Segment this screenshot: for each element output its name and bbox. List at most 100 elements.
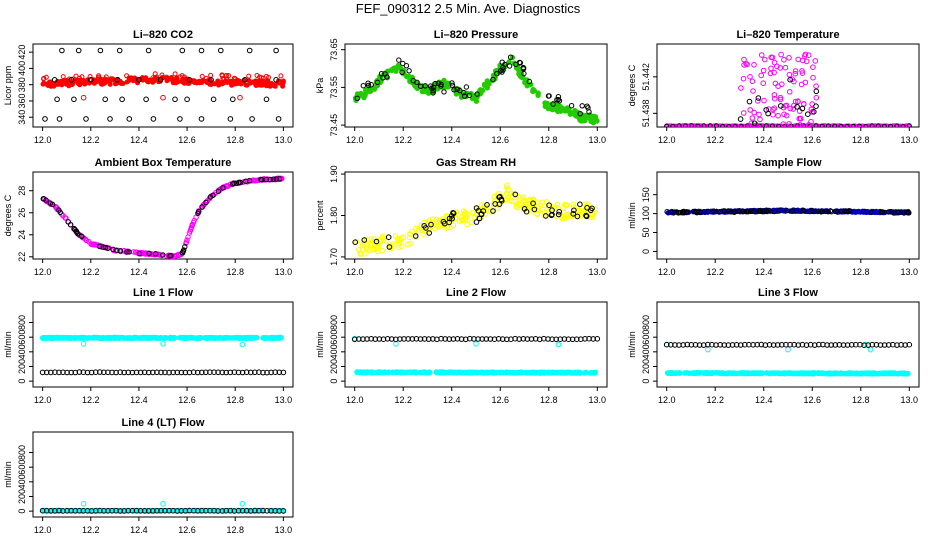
data-point-black (546, 202, 552, 208)
data-point-black (711, 208, 717, 214)
data-point-red-band (87, 74, 93, 79)
data-point-cyan (883, 370, 890, 377)
data-point-baseline-black (738, 124, 744, 127)
data-point-black (750, 208, 757, 214)
data-point-black (494, 71, 500, 77)
data-point-spikes (792, 68, 799, 74)
data-point-cyan (86, 335, 93, 341)
data-point-yellow (505, 187, 512, 193)
data-point-yellow (420, 231, 427, 237)
data-point-red (66, 83, 72, 89)
data-point-cyan (370, 369, 377, 376)
x-tick-label: 12.6 (178, 525, 196, 535)
data-point-black (740, 208, 746, 215)
y-tick-label: 800 (329, 315, 339, 330)
data-point-yellow (570, 201, 577, 207)
data-point-yellow (541, 209, 548, 216)
data-point-black (210, 192, 216, 199)
y-axis-label: ml/min (627, 202, 637, 229)
data-point-black (438, 83, 444, 89)
x-tick-label: 12.8 (852, 135, 870, 145)
data-point-green (558, 108, 564, 114)
data-point-green (372, 84, 379, 90)
data-point-spikes (799, 68, 805, 74)
data-point-yellow (392, 233, 399, 239)
data-point-red (40, 81, 46, 87)
data-point-black (476, 215, 483, 222)
data-point-spikes (751, 109, 758, 116)
data-point-black (68, 222, 74, 228)
data-point-spikes (795, 98, 801, 105)
data-point-black (417, 83, 424, 90)
data-point-black (496, 201, 503, 207)
data-point-black (273, 176, 279, 182)
data-point-black (280, 369, 287, 376)
data-point-spikes (778, 51, 784, 58)
data-point-magenta (224, 183, 230, 189)
data-point-green (591, 115, 597, 121)
data-point-baseline-black (695, 123, 701, 127)
data-point-spikes (744, 61, 750, 68)
data-point-black (152, 251, 159, 257)
data-point-cyan (806, 370, 813, 376)
y-axis-label: ml/min (3, 461, 13, 488)
plot-title: Ambient Box Temperature (95, 157, 232, 169)
data-point-cyan (454, 370, 460, 376)
data-point-baseline-black (844, 123, 850, 127)
data-point-cyan (127, 335, 133, 341)
data-point-black (105, 245, 111, 251)
data-point-black (463, 84, 470, 90)
data-point-black (219, 369, 225, 376)
data-point-cyan (229, 335, 235, 341)
y-tick-label: 600 (329, 330, 339, 345)
data-points (40, 175, 285, 259)
x-tick-label: 13.0 (901, 395, 919, 405)
data-point-cyan (480, 370, 487, 376)
data-point-black (441, 220, 448, 227)
data-point-black (56, 369, 62, 376)
data-point-black (352, 239, 359, 245)
data-point-cyan (171, 335, 177, 341)
data-point-black (83, 116, 89, 122)
data-point-black (901, 210, 907, 216)
data-point-black (56, 507, 62, 514)
data-point-cyan (783, 370, 790, 377)
data-point-black (530, 200, 536, 207)
y-tick-label: 28 (17, 186, 27, 196)
data-point-cyan (583, 369, 589, 376)
data-point-spikes (787, 105, 794, 112)
data-point-yellow (405, 241, 411, 248)
data-point-cyan (208, 335, 215, 341)
data-point-magenta (60, 213, 66, 219)
data-point-spikes-black (746, 98, 753, 105)
data-point-baseline-black (714, 123, 719, 127)
data-point-black (117, 248, 124, 254)
data-point-black (114, 247, 120, 254)
x-tick-label: 12.4 (130, 525, 148, 535)
data-point-baseline-black (794, 123, 800, 127)
data-point-red-band (199, 73, 205, 79)
data-points (352, 54, 600, 126)
data-point-green (583, 112, 589, 119)
data-point-cyan (446, 369, 453, 376)
data-point-red (231, 81, 237, 87)
data-point-cyan (260, 335, 267, 341)
data-point-red (280, 78, 286, 84)
data-point-cyan (162, 334, 169, 341)
data-point-cyan (548, 369, 555, 376)
data-point-baseline-black (682, 123, 688, 127)
data-point-black (764, 208, 770, 215)
plot-title: Line 3 Flow (758, 287, 818, 299)
data-point-spikes (748, 120, 755, 127)
data-point-baseline-black (813, 123, 819, 127)
data-point-black (198, 116, 205, 122)
data-point-black (158, 507, 164, 514)
data-point-spikes-black (799, 105, 806, 112)
data-point-baseline-black (832, 123, 838, 127)
data-point-magenta (185, 234, 191, 240)
data-point-baseline-black (689, 123, 695, 127)
data-point-cyan-spikes (80, 501, 87, 507)
data-point-spikes-black (813, 88, 820, 95)
y-tick-label: 800 (17, 315, 27, 330)
data-point-spikes (786, 89, 793, 95)
